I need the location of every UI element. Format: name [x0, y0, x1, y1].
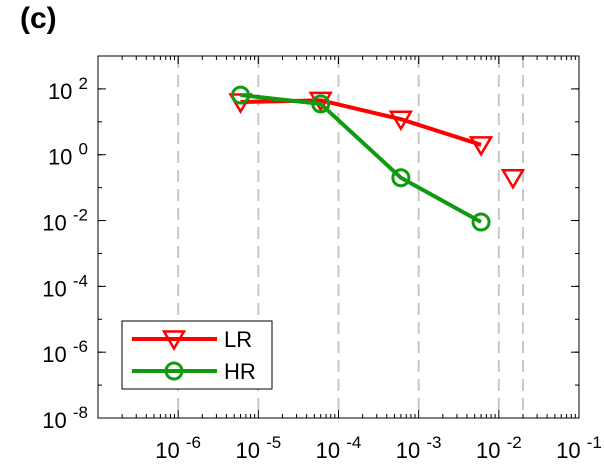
y-tick-label: 10 -6	[42, 337, 88, 367]
series-lr-unconnected-point	[500, 168, 526, 190]
series-layer	[228, 85, 526, 232]
tick-labels: 10 -6 10 -5 10 -4 10 -3 10 -2 10 -1 10 2 10 0 10…	[42, 74, 602, 463]
data-point-hr	[471, 212, 491, 232]
y-tick-label: 10 -2	[42, 206, 88, 236]
legend: LR HR	[121, 320, 273, 390]
grid-lines	[177, 56, 524, 418]
y-tick-label: 10 2	[48, 74, 88, 104]
x-tick-label: 10 -4	[316, 433, 362, 463]
legend-label-hr: HR	[224, 359, 256, 384]
data-point-lr	[388, 110, 414, 132]
y-tick-label: 10 -4	[42, 271, 88, 301]
data-point-hr	[231, 85, 251, 105]
legend-marker-lr	[161, 330, 187, 351]
data-point-lr	[308, 91, 333, 113]
legend-label-lr: LR	[224, 327, 252, 352]
x-tick-label: 10 -6	[155, 433, 201, 463]
major-ticks	[98, 56, 580, 419]
series-lr	[228, 91, 494, 157]
x-tick-label: 10 -3	[396, 433, 442, 463]
data-point-lr	[468, 136, 494, 157]
x-tick-label: 10 -2	[476, 433, 522, 463]
y-tick-label: 10 -8	[42, 403, 88, 433]
data-point-hr	[391, 168, 411, 188]
data-point-lr-unconnected-point	[500, 168, 526, 190]
panel-label: (c)	[20, 2, 57, 35]
minor-ticks	[98, 55, 579, 419]
series-hr	[231, 85, 491, 232]
x-tick-label: 10 -1	[556, 433, 602, 463]
x-tick-label: 10 -5	[235, 433, 281, 463]
legend-box	[121, 320, 273, 390]
y-tick-label: 10 0	[48, 140, 88, 170]
data-point-hr	[311, 94, 331, 114]
legend-marker-hr	[164, 361, 184, 381]
series-line-hr	[240, 93, 483, 224]
